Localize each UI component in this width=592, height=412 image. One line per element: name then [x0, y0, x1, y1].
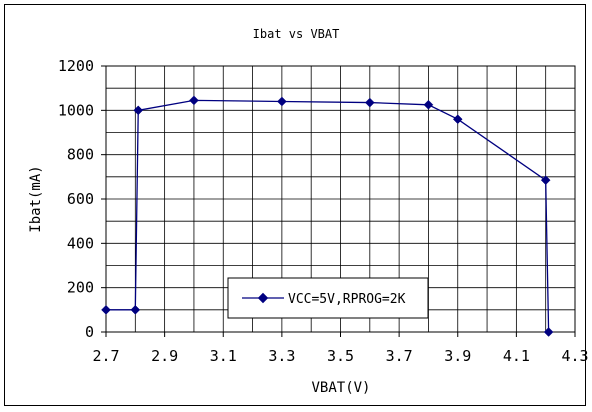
data-point-marker: [423, 99, 434, 110]
data-point-marker: [540, 175, 551, 186]
y-axis-ticks: 0 200 400 600 800 1000 1200: [58, 57, 106, 341]
series-line: [106, 99, 550, 333]
x-tick-label: 4.3: [561, 347, 588, 365]
x-tick-label: 3.9: [444, 347, 471, 365]
x-tick-label: 2.7: [92, 347, 119, 365]
x-tick-label: 3.1: [210, 347, 237, 365]
y-tick-label: 1000: [58, 101, 94, 119]
data-point-marker: [452, 114, 463, 125]
data-point-marker: [364, 97, 375, 108]
data-point-marker: [101, 304, 111, 315]
data-point-marker: [130, 304, 141, 315]
x-axis-label: VBAT(V): [311, 380, 370, 396]
data-point-marker: [189, 95, 199, 106]
y-tick-label: 600: [67, 190, 94, 208]
y-tick-label: 400: [67, 234, 94, 252]
x-tick-label: 2.9: [151, 347, 178, 365]
data-point-marker: [277, 96, 287, 107]
x-tick-label: 3.7: [386, 347, 413, 365]
x-tick-label: 3.3: [268, 347, 295, 365]
series-layer: [101, 95, 554, 337]
x-tick-label: 4.1: [503, 347, 530, 365]
data-point-marker: [543, 327, 554, 337]
legend-marker-sample: [257, 292, 269, 304]
data-point-marker: [133, 105, 144, 116]
y-axis-label: Ibat(mA): [28, 165, 44, 232]
x-tick-label: 3.5: [327, 347, 354, 365]
x-axis-ticks: 2.7 2.9 3.1 3.3 3.5 3.7 3.9 4.1 4.3: [92, 332, 589, 365]
y-tick-label: 1200: [58, 57, 94, 75]
y-tick-label: 0: [85, 323, 94, 341]
y-tick-label: 200: [67, 279, 94, 297]
chart-title: Ibat vs VBAT: [253, 27, 340, 41]
y-tick-label: 800: [67, 146, 94, 164]
chart-frame: [4, 4, 586, 406]
legend-label: VCC=5V,RPROG=2K: [288, 292, 406, 307]
legend: VCC=5V,RPROG=2K: [227, 277, 429, 319]
